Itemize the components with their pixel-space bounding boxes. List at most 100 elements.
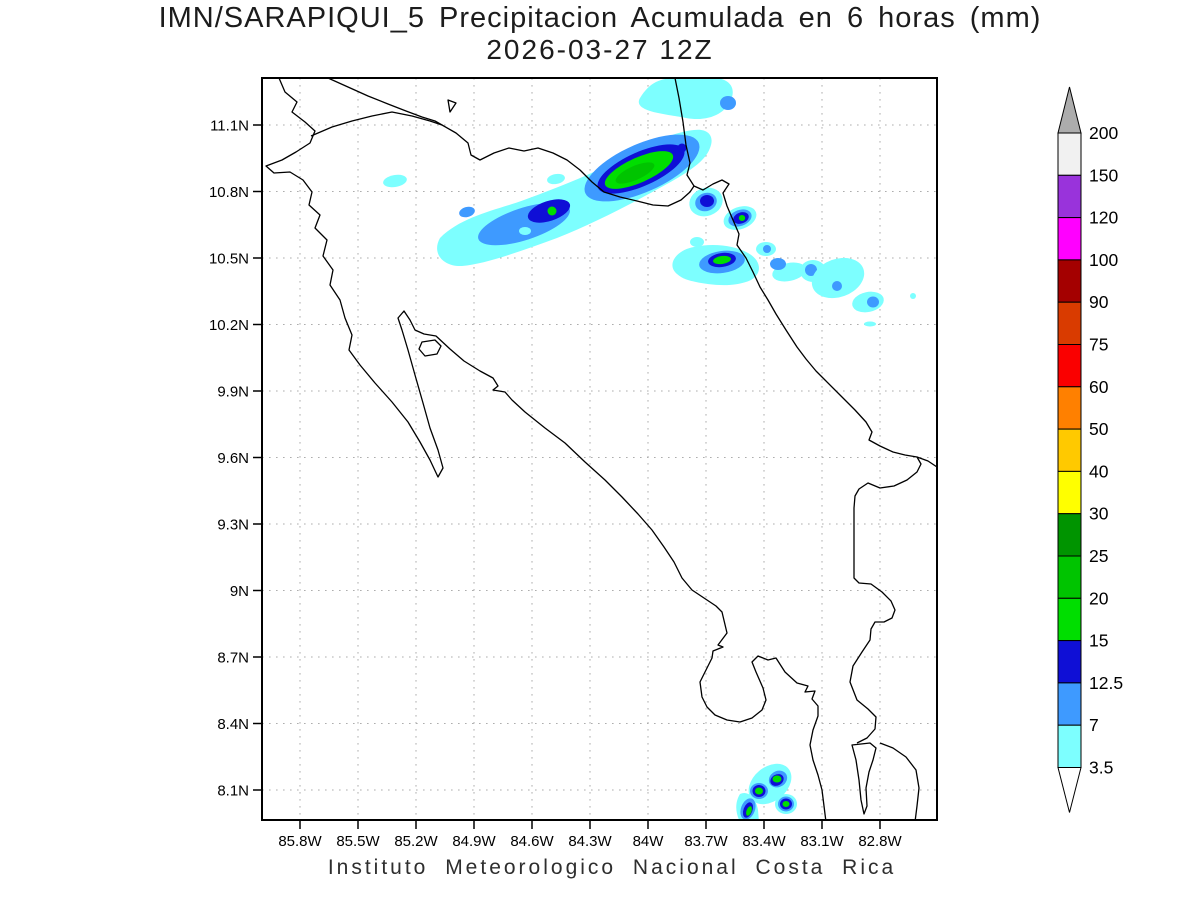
lat-label: 11.1N [210,118,249,135]
colorbar-level-label: 40 [1089,461,1109,481]
colorbar-segment [1057,597,1082,642]
lat-label: 8.4N [217,716,249,733]
colorbar-segment [1057,132,1082,176]
colorbar-level-label: 200 [1089,123,1118,143]
pacific-coast-outline [265,78,827,820]
lon-label: 84.9W [452,833,496,850]
lon-label: 83.1W [800,833,844,850]
lon-label: 85.2W [394,833,438,850]
lat-label: 9.6N [217,450,249,467]
precip-area-level-1 [864,321,876,327]
precip-area-level-2 [867,296,879,308]
lat-label: 10.8N [209,184,249,201]
precip-area-level-4 [547,206,557,216]
chira-island-outline [418,339,442,357]
precip-area-level-2 [805,264,817,276]
lake-nicaragua-shore-outline [327,78,443,126]
nicaragua-border-outline [310,111,695,207]
colorbar-level-label: 100 [1089,250,1118,270]
precip-area-level-2 [832,281,842,291]
colorbar-segment [1057,259,1082,303]
caribbean-coast-outline [674,78,922,744]
chart-title: IMN/SARAPIQUI_5 Precipitacion Acumulada … [0,2,1200,65]
chart-title-date: 2026-03-27 12Z [486,34,714,65]
lon-label: 84W [633,833,665,850]
precip-area-level-3 [677,143,687,153]
colorbar-level-label: 12.5 [1089,673,1123,693]
precip-area-level-4 [713,255,731,265]
precip-area-level-4 [755,787,763,795]
grid-lines [262,78,937,820]
colorbar-segment [1057,555,1082,599]
map-frame [261,77,938,821]
colorbar-arrow-bottom [1057,767,1082,813]
colorbar-segment [1057,513,1082,557]
precipitation-layer [383,78,916,820]
precip-area-level-1 [910,293,916,299]
colorbar-segment [1057,386,1082,430]
lon-label: 83.4W [742,833,786,850]
axes: 11.1N 10.8N 10.5N 10.2N 9.9N 9.6N 9.3N 9N 8.7N 8.… [209,118,903,851]
footer-credit: Instituto Meteorologico Nacional Costa R… [327,856,897,879]
precip-area-level-2 [459,206,475,218]
chart-title-line1: IMN/SARAPIQUI_5 Precipitacion Acumulada … [158,2,1042,34]
colorbar-level-label: 20 [1089,588,1109,608]
precip-area-level-4 [746,806,752,816]
precip-area-level-1 [638,78,733,120]
lat-label: 10.2N [209,317,249,334]
colorbar: 200 150 120 100 90 75 60 50 40 30 25 20 15 12.5 7 3.5 [1057,86,1123,813]
bocas-peninsula-outline [851,742,877,815]
lon-label: 85.5W [336,833,380,850]
colorbar-segment [1057,301,1082,346]
colorbar-arrow-top [1057,86,1082,134]
precip-area-level-4 [738,215,746,221]
precip-area-level-2 [770,258,786,270]
colorbar-level-label: 90 [1089,292,1109,312]
precip-area-level-1 [519,227,531,235]
colorbar-level-label: 75 [1089,335,1108,355]
colorbar-segment [1057,174,1082,219]
lon-label: 84.6W [510,833,554,850]
map-area [262,78,937,820]
lat-label: 9N [230,583,249,600]
colorbar-segment [1057,217,1082,261]
colorbar-level-label: 7 [1089,715,1099,735]
lat-label: 8.7N [217,650,249,667]
colorbar-level-label: 150 [1089,165,1118,185]
colorbar-level-label: 30 [1089,504,1109,524]
lon-label: 84.3W [568,833,612,850]
colorbar-segment [1057,344,1082,388]
colorbar-segment [1057,640,1082,684]
lon-label: 83.7W [684,833,728,850]
panama-coast-east-outline [916,456,937,468]
precip-area-level-4 [782,801,790,807]
lat-label: 9.9N [217,384,249,401]
lon-label: 85.8W [278,833,322,850]
precip-area-level-4 [772,775,782,783]
colorbar-level-label: 3.5 [1089,758,1113,778]
lat-label: 10.5N [209,251,249,268]
colorbar-level-label: 50 [1089,419,1109,439]
colorbar-level-label: 25 [1089,546,1108,566]
precip-area-level-1 [690,237,704,247]
colorbar-segment [1057,682,1082,726]
precip-area-level-2 [720,96,736,110]
lat-label: 9.3N [217,517,249,534]
lat-label: 8.1N [217,783,249,800]
chiriqui-coast-outline [879,742,920,820]
colorbar-segment [1057,724,1082,769]
precip-area-level-1 [811,257,865,299]
lake-island-outline [447,99,457,113]
coastlines [265,78,937,820]
precip-area-level-1 [383,174,407,188]
colorbar-segment [1057,428,1082,472]
colorbar-level-label: 60 [1089,377,1109,397]
colorbar-segment [1057,470,1082,515]
precip-area-level-2 [763,245,771,253]
colorbar-level-label: 120 [1089,208,1118,228]
precip-area-level-1 [547,173,565,185]
colorbar-level-label: 15 [1089,631,1108,651]
precip-area-level-5 [615,162,655,184]
